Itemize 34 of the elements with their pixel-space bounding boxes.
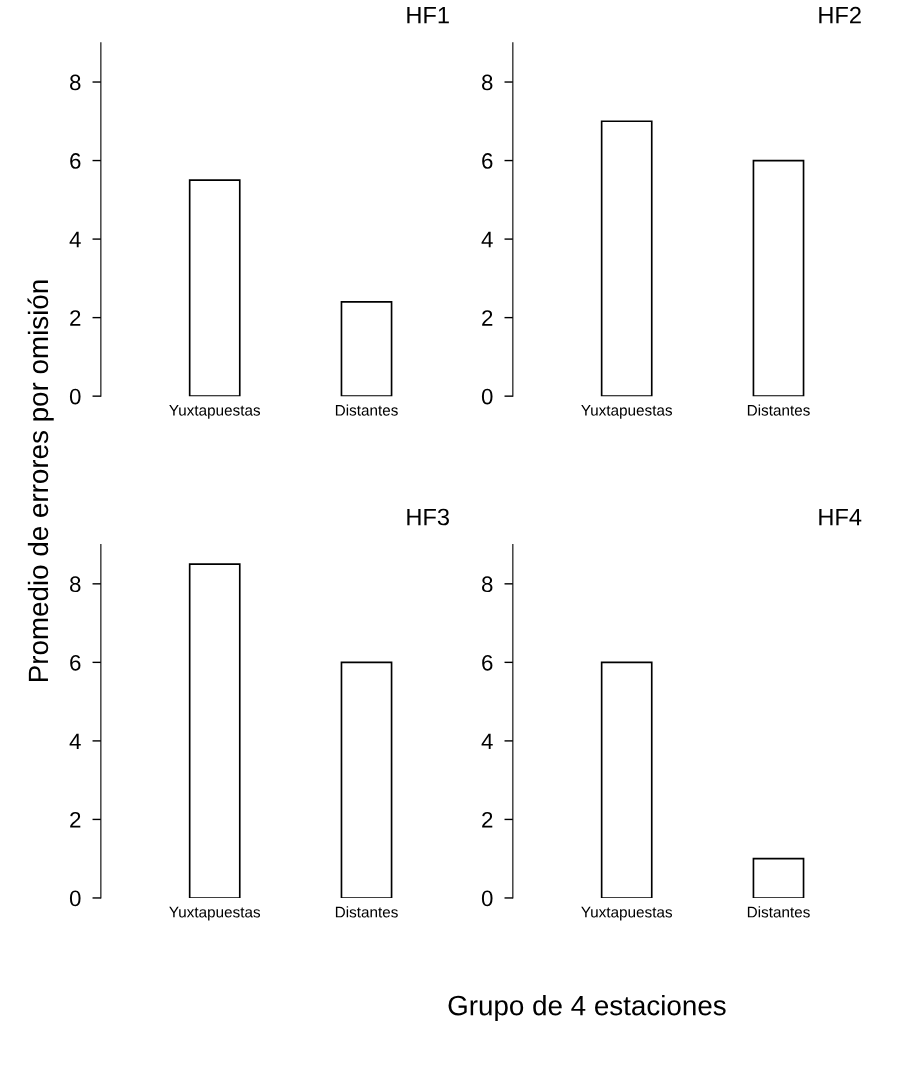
x-tick-label: Distantes [335,906,398,918]
y-tick-label: 8 [482,576,493,593]
y-tick-label: 6 [70,654,81,671]
chart-title: HF4 [819,508,862,526]
y-tick-label: 8 [482,74,493,91]
y-tick-label: 0 [481,890,493,907]
y-tick-label: 8 [70,576,81,593]
chart-title: HF1 [407,7,449,24]
x-tick-label: Distantes [335,404,398,416]
x-tick-label: Distantes [747,906,810,918]
y-tick-label: 0 [69,890,81,907]
chart-title: HF2 [819,6,861,24]
x-axis-title: Grupo de 4 estaciones [448,995,726,1021]
y-tick-label: 2 [70,310,81,326]
y-tick-label: 4 [481,231,493,248]
y-tick-label: 0 [481,388,493,405]
y-tick-label: 0 [69,388,81,405]
y-tick-label: 2 [70,811,81,828]
x-tick-label: Distantes [747,404,810,416]
x-tick-label: Yuxtapuestas [581,405,673,419]
chart-title: HF3 [407,508,449,526]
y-tick-label: 6 [482,654,493,671]
y-tick-label: 4 [481,733,493,749]
y-tick-label: 8 [70,74,81,91]
y-tick-label: 6 [70,153,81,169]
y-tick-label: 4 [69,733,81,749]
y-tick-label: 6 [482,153,493,169]
y-tick-label: 4 [69,231,81,248]
x-tick-label: Yuxtapuestas [169,405,261,419]
y-tick-label: 2 [482,811,493,828]
x-tick-label: Yuxtapuestas [169,906,261,921]
y-tick-label: 2 [482,310,493,326]
y-axis-title: Promedio de errores por omisión [27,280,54,682]
x-tick-label: Yuxtapuestas [581,906,673,921]
